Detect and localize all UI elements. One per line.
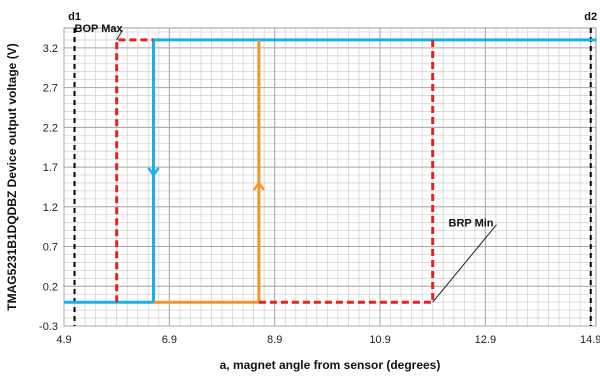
x-tick-label: 8.9: [267, 334, 282, 346]
annotation-leader-2: [432, 224, 497, 303]
y-tick-label: -0.3: [39, 321, 58, 333]
y-axis-label: TMAG5231B1DQDBZ Device output voltage (V…: [5, 43, 19, 310]
series-line-3: [115, 38, 154, 303]
grid: [63, 27, 597, 327]
reference-line-label-d1: d1: [68, 11, 81, 23]
series-arrow-1: [147, 167, 160, 178]
x-tick-label: 12.9: [475, 334, 496, 346]
reference-line-label-d2: d2: [584, 11, 597, 23]
annotation-layer: BOP Max BRP Min: [75, 23, 497, 303]
x-tick-label: 14.9: [580, 334, 600, 346]
y-tick-label: 1.2: [43, 202, 58, 214]
tick-layer: 4.9 6.9 8.9 10.9 12.9 14.9 -0.3 0.2 0.7 1.2 1.7 2.2…: [39, 43, 600, 346]
annotation-leader-1: [116, 29, 123, 41]
x-tick-label: 4.9: [56, 334, 71, 346]
x-tick-label: 10.9: [369, 334, 390, 346]
x-tick-label: 6.9: [162, 334, 177, 346]
y-tick-label: 2.7: [43, 83, 58, 95]
y-tick-label: 3.2: [43, 43, 58, 55]
annotation-label-2: BRP Min: [449, 218, 494, 230]
x-axis-label: a, magnet angle from sensor (degrees): [220, 358, 441, 372]
y-tick-label: 0.7: [43, 242, 58, 254]
series-layer: [64, 38, 596, 304]
series-line-1: [64, 38, 596, 304]
series-arrow-2: [252, 180, 265, 191]
reference-lines: d1 d2: [68, 11, 597, 326]
annotation-label-1: BOP Max: [75, 23, 124, 35]
y-tick-label: 0.2: [43, 281, 58, 293]
y-tick-label: 2.2: [43, 122, 58, 134]
y-tick-label: 1.7: [43, 162, 58, 174]
series-line-4: [258, 39, 435, 304]
plot-area: [63, 27, 597, 327]
